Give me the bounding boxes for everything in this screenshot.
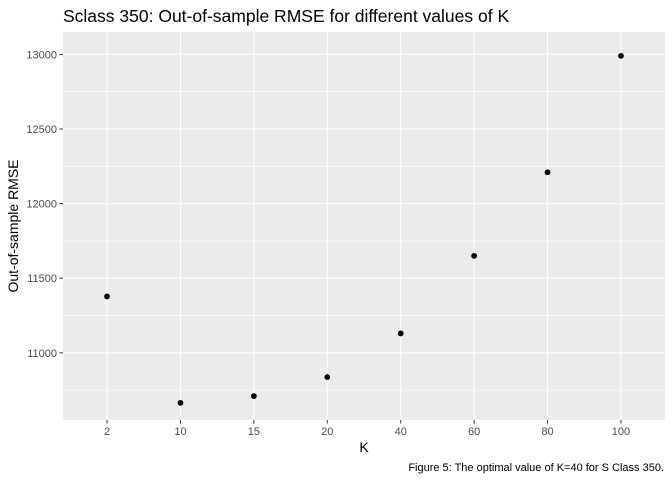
data-point-k-80 [544,169,551,176]
y-tick-label: 11000 [27,348,57,360]
data-point-k-100 [618,52,624,59]
x-axis: 2 10 15 20 40 60 80 100 [104,420,630,438]
y-axis-title: Out-of-sample RMSE [5,159,21,292]
figure-caption: Figure 5: The optimal value of K=40 for … [408,462,664,474]
x-tick-label: 2 [104,426,110,438]
data-points [104,52,624,406]
x-tick-label: 80 [541,426,553,438]
chart-title: Sclass 350: Out-of-sample RMSE for diffe… [63,6,509,26]
y-axis: 11000 11500 12000 12500 13000 [26,49,63,360]
y-tick-label: 12000 [26,199,57,211]
data-point-k-60 [471,252,478,259]
y-tick-label: 12500 [26,124,57,136]
x-tick-label: 10 [174,426,186,438]
data-point-k-40 [397,330,404,337]
data-point-k-10 [177,399,184,406]
minor-gridlines [63,91,665,391]
x-tick-label: 20 [321,426,333,438]
data-point-k-15 [250,393,257,400]
y-tick-label: 11500 [27,273,57,285]
x-tick-label: 15 [248,426,260,438]
major-gridlines [63,32,665,420]
x-tick-label: 40 [395,426,407,438]
plot-panel [63,32,665,420]
x-axis-title: K [359,439,369,455]
x-tick-label: 100 [612,426,630,438]
data-point-k-20 [324,374,331,380]
x-tick-label: 60 [468,426,480,438]
data-point-k-2 [104,293,110,300]
y-tick-label: 13000 [26,49,57,61]
